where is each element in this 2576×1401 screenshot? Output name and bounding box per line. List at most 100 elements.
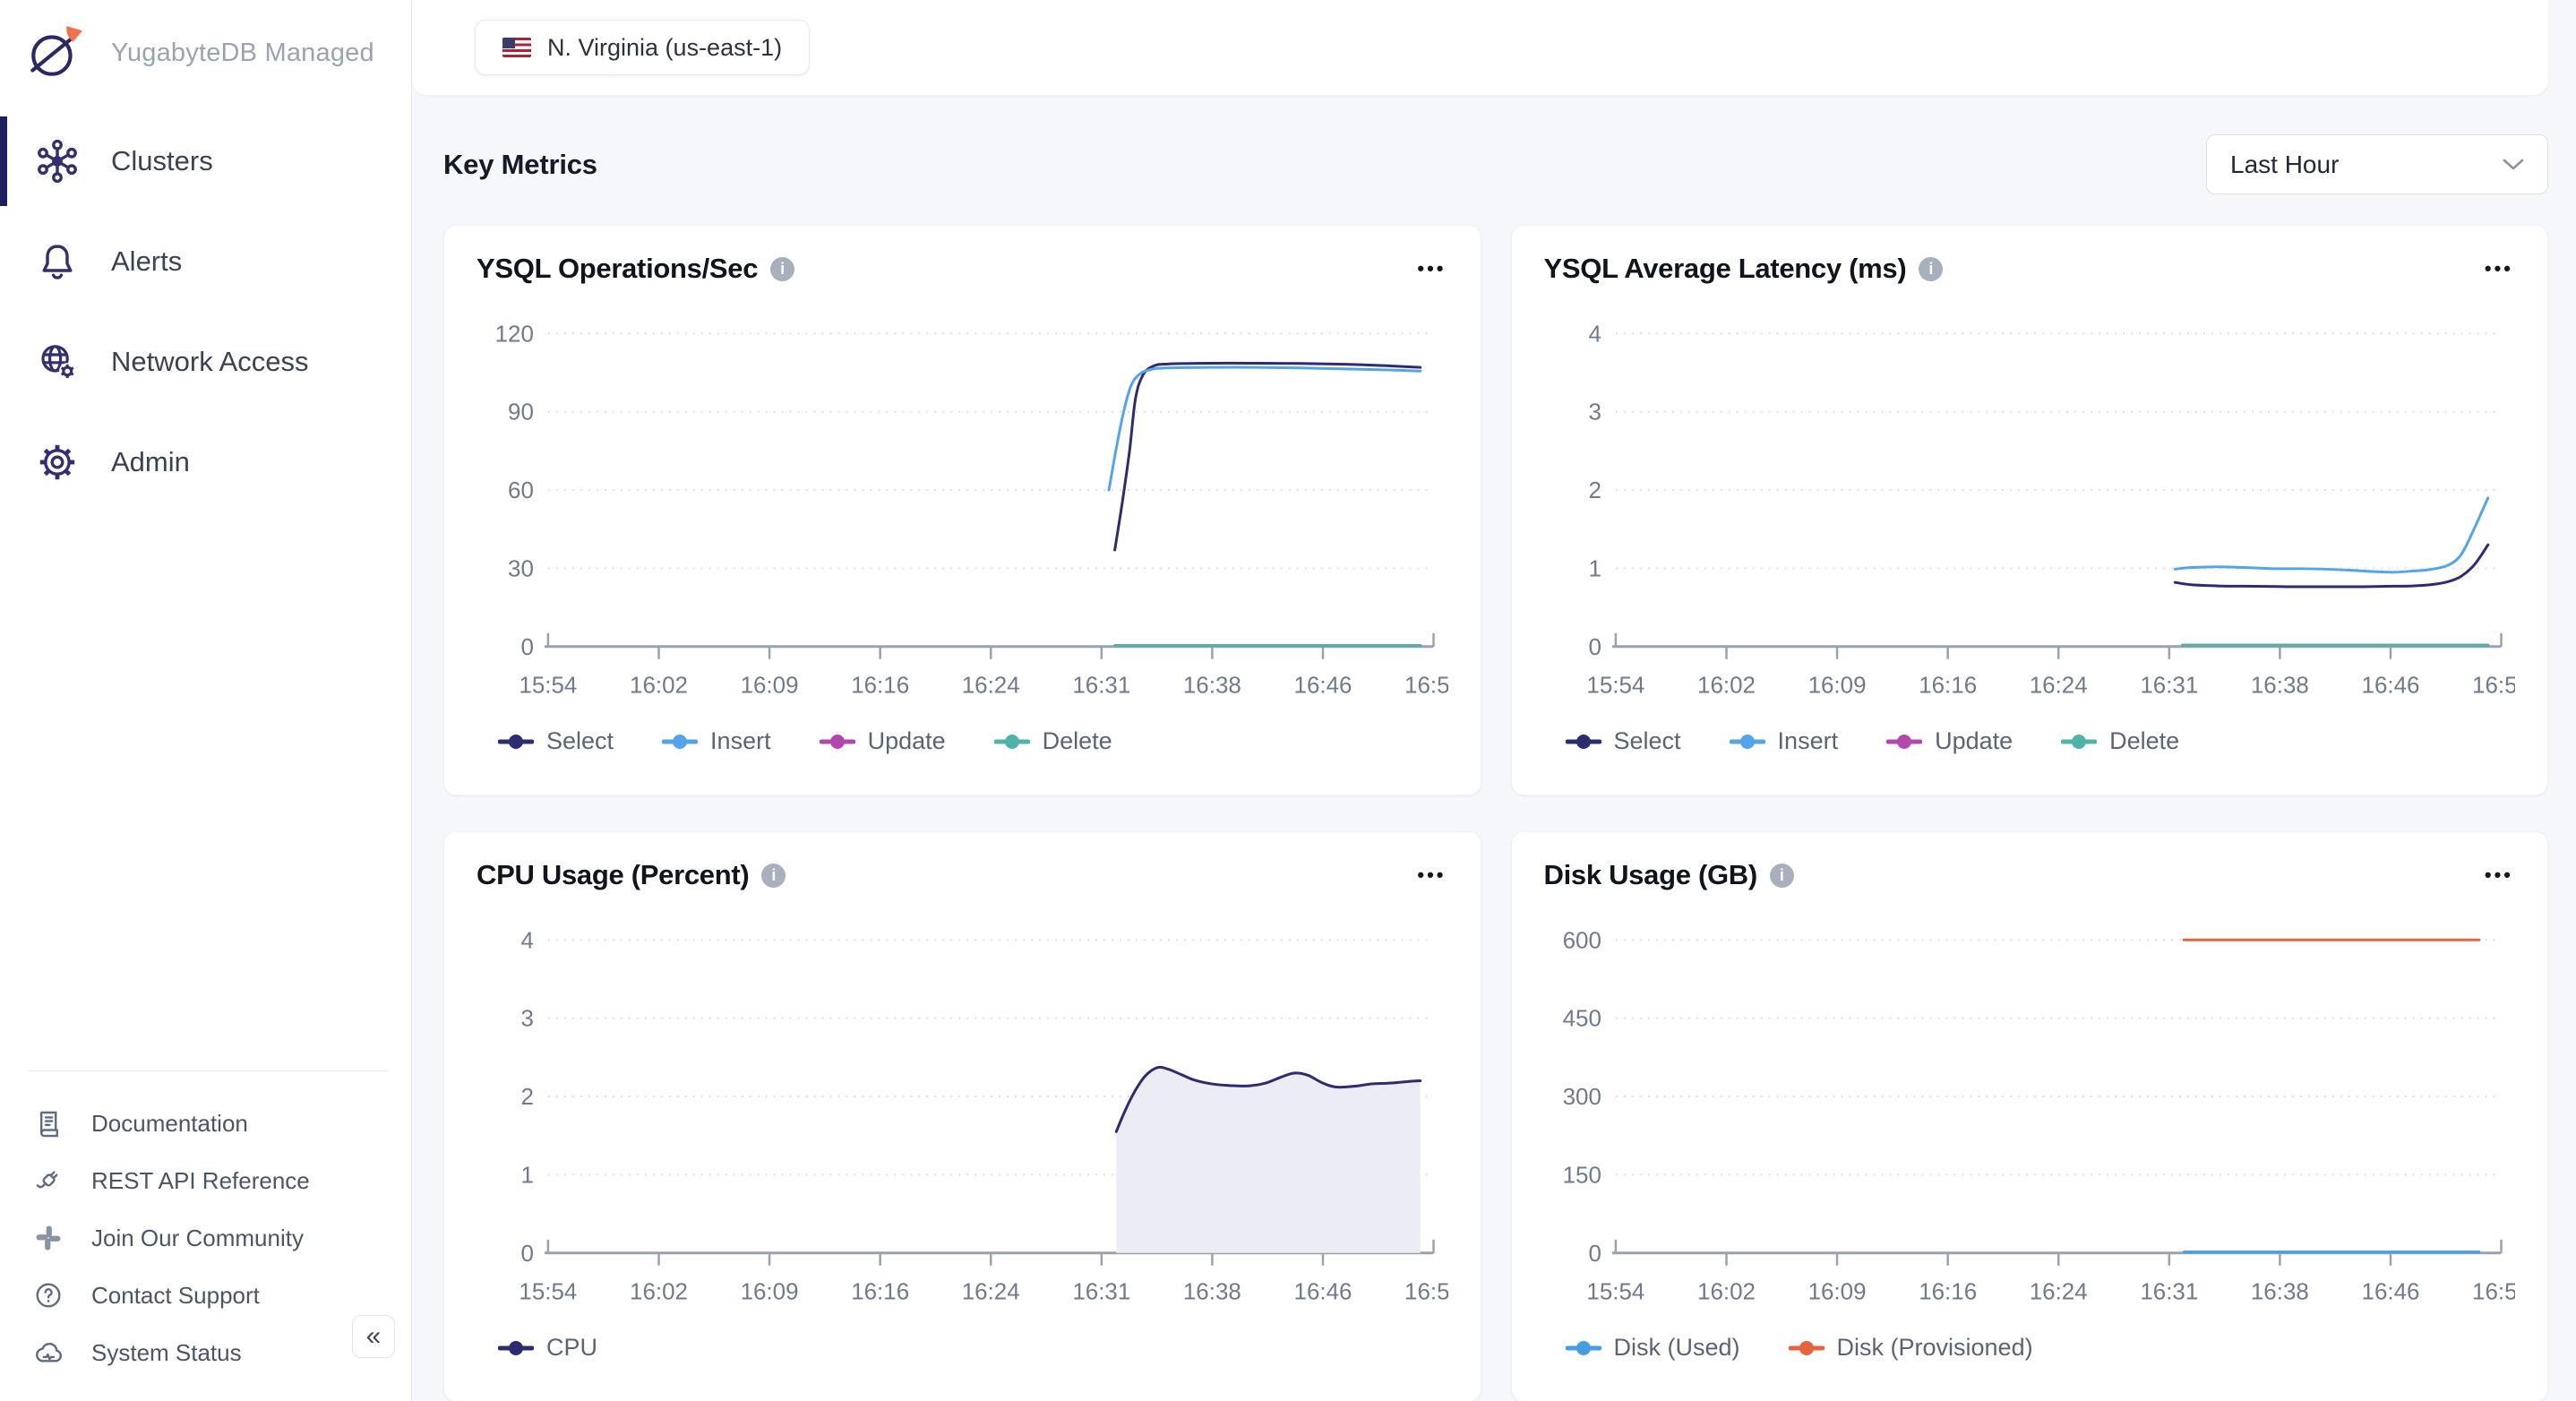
svg-text:16:02: 16:02: [630, 1278, 688, 1305]
chart-title: YSQL Average Latency (ms): [1543, 253, 1907, 284]
svg-text:16:31: 16:31: [1072, 672, 1130, 699]
svg-text:1: 1: [1588, 554, 1601, 581]
chart-ysql-operations: 0 30 60 90 120 15:54 16:02 16:09 16:16 16:24 16:31…: [477, 306, 1448, 718]
card-menu-button[interactable]: •••: [2484, 257, 2513, 279]
card-menu-button[interactable]: •••: [2484, 864, 2513, 886]
svg-text:16:24: 16:24: [962, 672, 1020, 699]
chart-canvas: 0 30 60 90 120 15:54 16:02 16:09 16:16 16:24 16:31…: [495, 320, 1448, 699]
metrics-grid: YSQL Operations/Sec i ••• 0 30 60 90 120 15:5…: [443, 225, 2548, 1401]
info-icon[interactable]: i: [1769, 863, 1794, 888]
info-icon[interactable]: i: [761, 863, 786, 888]
footer-item-rest-api[interactable]: REST API Reference: [0, 1152, 411, 1209]
documentation-icon: [39, 1111, 58, 1138]
legend-label: Update: [867, 727, 946, 754]
sidebar-item-clusters[interactable]: Clusters: [0, 111, 411, 211]
svg-text:600: 600: [1562, 926, 1601, 953]
svg-text:16:38: 16:38: [1183, 1278, 1241, 1305]
svg-text:16:38: 16:38: [2250, 1278, 2308, 1305]
community-icon: [36, 1225, 61, 1251]
svg-text:3: 3: [1588, 399, 1601, 425]
sidebar-divider: [27, 1070, 388, 1071]
svg-text:16:31: 16:31: [2140, 672, 2198, 699]
svg-text:16:54: 16:54: [2472, 672, 2515, 699]
collapse-icon: «: [365, 1321, 382, 1351]
legend-label: Select: [546, 727, 614, 754]
svg-text:16:46: 16:46: [2361, 1278, 2419, 1305]
legend-item-cpu[interactable]: CPU: [498, 1334, 597, 1362]
svg-text:16:54: 16:54: [2472, 1278, 2515, 1305]
footer-item-system-status[interactable]: System Status: [0, 1324, 411, 1381]
svg-text:2: 2: [1588, 477, 1601, 503]
sidebar-item-network-access[interactable]: Network Access: [0, 312, 411, 412]
legend-item-insert[interactable]: Insert: [662, 727, 771, 755]
legend-item-delete[interactable]: Delete: [993, 727, 1112, 755]
svg-text:3: 3: [520, 1005, 533, 1032]
sidebar-item-label: Admin: [111, 446, 190, 477]
card-menu-button[interactable]: •••: [1417, 257, 1447, 279]
svg-text:16:16: 16:16: [1919, 672, 1977, 699]
legend-label: Delete: [2109, 727, 2180, 754]
svg-text:16:46: 16:46: [2361, 672, 2419, 699]
page-title: Key Metrics: [443, 148, 597, 180]
region-chip[interactable]: N. Virginia (us-east-1): [475, 20, 811, 75]
legend-item-disk-used[interactable]: Disk (Used): [1565, 1334, 1740, 1362]
admin-icon: [39, 444, 75, 480]
footer-item-support[interactable]: Contact Support: [0, 1267, 411, 1324]
svg-text:0: 0: [1588, 1240, 1601, 1267]
sidebar-item-label: Network Access: [111, 346, 309, 377]
rest-api-icon: [36, 1171, 58, 1189]
legend-marker-icon: [662, 734, 699, 749]
support-icon: [36, 1283, 61, 1308]
legend-item-insert[interactable]: Insert: [1729, 727, 1839, 755]
footer-item-documentation[interactable]: Documentation: [0, 1095, 411, 1152]
svg-text:16:24: 16:24: [2029, 672, 2087, 699]
svg-text:16:09: 16:09: [741, 1278, 799, 1305]
legend-label: Disk (Used): [1613, 1334, 1740, 1361]
yugabytedb-logo-icon: [30, 26, 82, 76]
svg-text:4: 4: [1588, 320, 1601, 347]
legend-item-disk-provisioned[interactable]: Disk (Provisioned): [1788, 1334, 2033, 1362]
sidebar: YugabyteDB Managed Clusters Alerts: [0, 0, 412, 1401]
svg-text:16:09: 16:09: [1807, 672, 1866, 699]
svg-text:16:38: 16:38: [1183, 672, 1241, 699]
top-header-band: N. Virginia (us-east-1): [412, 0, 2548, 95]
legend-item-select[interactable]: Select: [498, 727, 614, 755]
chart-title: CPU Usage (Percent): [477, 859, 750, 890]
svg-text:16:46: 16:46: [1294, 1278, 1352, 1305]
svg-text:15:54: 15:54: [519, 1278, 577, 1305]
chart-title: YSQL Operations/Sec: [477, 253, 759, 284]
brand: YugabyteDB Managed: [0, 0, 411, 82]
legend-item-delete[interactable]: Delete: [2061, 727, 2179, 755]
svg-text:16:16: 16:16: [851, 1278, 909, 1305]
sidebar-item-admin[interactable]: Admin: [0, 412, 411, 512]
legend-item-update[interactable]: Update: [1886, 727, 2013, 755]
card-disk-usage: Disk Usage (GB) i ••• 0 150 300 450 600 15:54…: [1510, 831, 2548, 1401]
sidebar-collapse-button[interactable]: «: [352, 1315, 395, 1358]
svg-text:90: 90: [508, 399, 534, 425]
legend-item-update[interactable]: Update: [819, 727, 946, 755]
info-icon[interactable]: i: [770, 256, 795, 281]
chart-canvas: 0 1 2 3 4 15:54 16:02 16:09 16:16 16:24 16:31 16:38…: [519, 926, 1447, 1305]
svg-text:16:09: 16:09: [741, 672, 799, 699]
legend-label: Delete: [1042, 727, 1112, 754]
svg-text:15:54: 15:54: [519, 672, 577, 699]
svg-text:120: 120: [495, 320, 534, 347]
chart-legend: Select Insert Update Delete: [1565, 727, 2516, 755]
clusters-icon: [38, 140, 77, 183]
card-menu-button[interactable]: •••: [1417, 864, 1447, 886]
svg-text:16:24: 16:24: [962, 1278, 1020, 1305]
svg-text:0: 0: [520, 1240, 533, 1267]
sidebar-item-alerts[interactable]: Alerts: [0, 211, 411, 312]
chart-ysql-latency: 0 1 2 3 4 15:54 16:02 16:09 16:16 16:24 16:31 16:38…: [1544, 306, 2515, 718]
legend-item-select[interactable]: Select: [1565, 727, 1681, 755]
svg-text:0: 0: [520, 633, 533, 660]
footer-item-label: Documentation: [91, 1109, 248, 1137]
legend-label: Insert: [710, 727, 771, 754]
card-cpu-usage: CPU Usage (Percent) i ••• 0 1 2 3 4 15:54 16:0…: [443, 831, 1481, 1401]
info-icon[interactable]: i: [1919, 256, 1944, 281]
svg-text:150: 150: [1562, 1161, 1601, 1188]
legend-label: Insert: [1777, 727, 1839, 754]
footer-item-community[interactable]: Join Our Community: [0, 1209, 411, 1267]
chart-disk-usage: 0 150 300 450 600 15:54 16:02 16:09 16:16 16:24 16…: [1544, 913, 2515, 1325]
time-range-select[interactable]: Last Hour: [2206, 134, 2548, 194]
